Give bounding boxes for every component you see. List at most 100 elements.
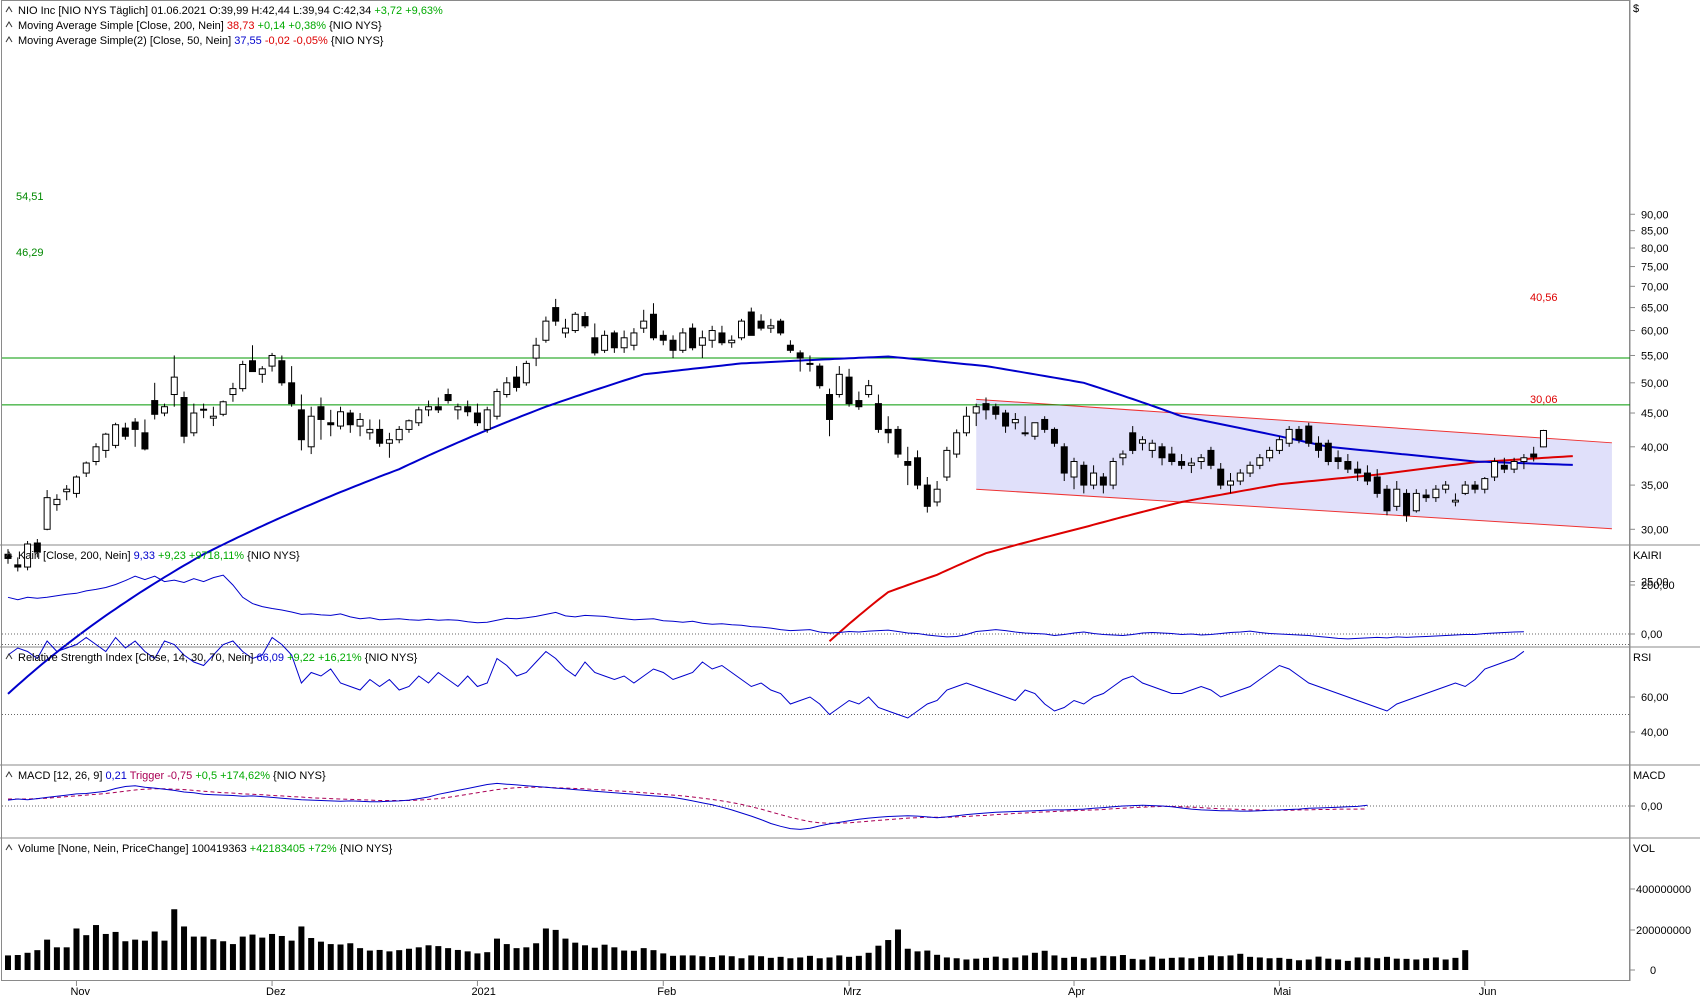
candle-body [92, 446, 100, 463]
candle-body [1187, 462, 1195, 466]
candle-body [180, 397, 188, 437]
candle-body [718, 332, 726, 344]
candle [24, 540, 32, 571]
candle-body [669, 339, 677, 351]
candle-body [464, 406, 472, 413]
x-axis-label: Dez [266, 986, 286, 998]
volume-bar [1198, 956, 1205, 970]
candle [229, 382, 237, 402]
candle-body [1422, 494, 1430, 499]
candle [962, 406, 970, 437]
volume-bar [220, 941, 227, 970]
candle-body [483, 409, 491, 430]
candle [1344, 454, 1352, 474]
candle [943, 446, 951, 482]
candle-body [43, 497, 51, 530]
macd-trigger-line [8, 786, 1368, 824]
candle-body [14, 564, 22, 568]
candle-body [219, 401, 227, 415]
candle [923, 477, 931, 513]
candle [307, 406, 315, 455]
volume-bar [914, 951, 921, 970]
legend-macd: MACD [12, 26, 9] 0,21 Trigger -0,75 +0,5… [18, 770, 326, 782]
candle-body [346, 412, 354, 426]
volume-bar [630, 950, 637, 970]
candle-body [777, 320, 785, 334]
candle-body [1530, 453, 1538, 458]
legend-rsi: Relative Strength Index [Close, 14, 30, … [18, 652, 418, 664]
candle-body [679, 332, 687, 351]
candle [43, 490, 51, 531]
candle-body [591, 337, 599, 354]
volume-bar [787, 958, 794, 970]
candle-body [1403, 492, 1411, 516]
candle [1041, 416, 1049, 433]
candle [1500, 457, 1508, 474]
volume-bar [572, 942, 579, 970]
volume-bar [963, 959, 970, 970]
volume-bar [181, 926, 188, 970]
candle [121, 422, 129, 440]
price-axis-label: 90,00 [1641, 209, 1669, 221]
volume-bar [317, 941, 324, 970]
volume-bar [777, 956, 784, 970]
currency-label: $ [1633, 3, 1639, 15]
candle [1099, 473, 1107, 494]
candle-body [1432, 488, 1440, 499]
candle [1334, 450, 1342, 470]
candle-body [943, 449, 951, 478]
candle [835, 366, 843, 398]
volume-bar [611, 947, 618, 970]
candle [464, 400, 472, 417]
indicator-tick-marks [1630, 584, 1635, 971]
candle-body [1510, 461, 1518, 470]
candle-body [425, 406, 433, 411]
candle [669, 335, 677, 359]
x-axis-label: 2021 [471, 986, 495, 998]
candle [249, 345, 256, 373]
volume-bar [758, 956, 765, 970]
line-series-icon [5, 771, 13, 778]
price-axis-label: 60,00 [1641, 326, 1669, 338]
candle [1422, 489, 1430, 502]
candle [777, 318, 785, 336]
candle-body [444, 394, 452, 402]
candle-body [835, 373, 843, 396]
candle-body [1246, 464, 1254, 474]
volume-bar [112, 931, 119, 970]
volume-bar [1217, 956, 1224, 970]
channel-label-upper: 40,56 [1530, 292, 1558, 304]
candle-body [1021, 432, 1029, 435]
candle [1510, 457, 1518, 474]
candle [160, 403, 168, 417]
volume-bar [689, 955, 696, 970]
candle [767, 318, 775, 333]
candle [1090, 465, 1098, 490]
candle [992, 403, 1000, 420]
candle [1011, 413, 1019, 430]
candle-body [601, 334, 609, 351]
candle [914, 450, 922, 490]
candle [1050, 427, 1058, 447]
candle-body [1158, 446, 1166, 459]
volume-bar [141, 940, 148, 970]
line-series-icon [5, 6, 13, 13]
candle [200, 403, 208, 419]
candle-body [1050, 428, 1058, 444]
volume-bar [122, 941, 129, 970]
volume-panel [5, 909, 1469, 970]
volume-legend: Volume [None, Nein, PriceChange] 1004193… [18, 843, 393, 855]
candle-body [1324, 442, 1332, 463]
candle [1471, 481, 1479, 494]
candle-body [121, 427, 129, 437]
price-axis-label: 35,00 [1641, 480, 1669, 492]
volume-bar [171, 909, 178, 970]
candle [1530, 446, 1538, 462]
volume-bar [288, 940, 295, 970]
volume-bar [1423, 958, 1430, 970]
volume-bar [523, 947, 530, 970]
candle-body [82, 462, 90, 474]
candle-body [1305, 425, 1313, 444]
candle-body [1491, 461, 1499, 478]
candle [1070, 457, 1078, 490]
